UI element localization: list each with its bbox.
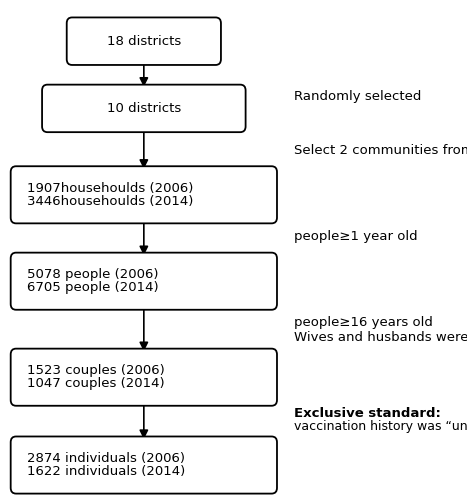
Text: Randomly selected: Randomly selected (294, 90, 421, 103)
Text: Exclusive standard:: Exclusive standard: (294, 406, 441, 420)
FancyBboxPatch shape (42, 84, 246, 132)
Text: vaccination history was “uncertain” or “missing”: vaccination history was “uncertain” or “… (294, 420, 467, 433)
Text: people≥1 year old: people≥1 year old (294, 230, 417, 243)
Text: 3446househoulds (2014): 3446househoulds (2014) (27, 195, 194, 208)
FancyBboxPatch shape (11, 252, 277, 310)
Text: 2874 individuals (2006): 2874 individuals (2006) (27, 452, 185, 465)
Text: Wives and husbands were both in data base: Wives and husbands were both in data bas… (294, 331, 467, 344)
Text: 1523 couples (2006): 1523 couples (2006) (27, 364, 165, 377)
FancyBboxPatch shape (67, 18, 221, 65)
Text: 1047 couples (2014): 1047 couples (2014) (27, 378, 165, 390)
Text: 1907househoulds (2006): 1907househoulds (2006) (27, 182, 194, 194)
Text: 18 districts: 18 districts (107, 34, 181, 48)
FancyBboxPatch shape (11, 166, 277, 224)
FancyBboxPatch shape (11, 436, 277, 494)
Text: Select 2 communities from every district: Select 2 communities from every district (294, 144, 467, 156)
Text: 5078 people (2006): 5078 people (2006) (27, 268, 159, 281)
Text: people≥16 years old: people≥16 years old (294, 316, 433, 330)
Text: 10 districts: 10 districts (107, 102, 181, 115)
Text: 1622 individuals (2014): 1622 individuals (2014) (27, 466, 185, 478)
FancyBboxPatch shape (11, 348, 277, 406)
Text: 6705 people (2014): 6705 people (2014) (27, 282, 159, 294)
